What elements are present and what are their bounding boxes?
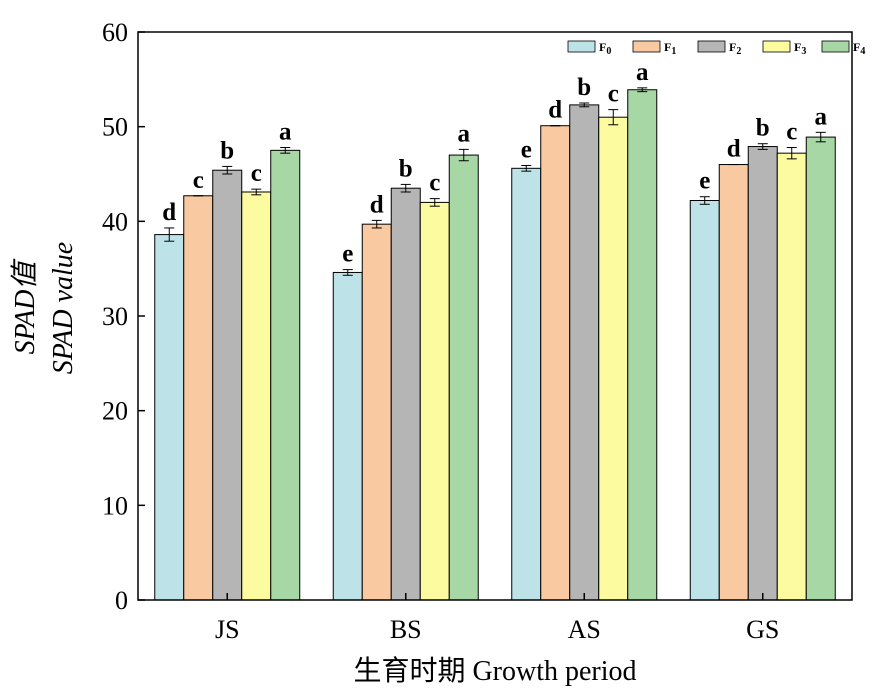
bar — [718, 164, 749, 601]
bars-group — [154, 89, 836, 601]
significance-label: d — [370, 191, 384, 218]
significance-label: c — [786, 118, 797, 145]
x-axis: JS BS AS GS — [215, 593, 779, 644]
significance-label: a — [279, 118, 292, 145]
y-tick-label: 30 — [102, 302, 128, 331]
x-axis-title: 生育时期 Growth period — [353, 655, 636, 687]
error-bars-group — [164, 87, 826, 276]
y-tick-label: 40 — [102, 207, 128, 236]
significance-label: a — [458, 120, 471, 147]
bar — [776, 152, 807, 601]
bar — [689, 200, 720, 601]
bar — [390, 187, 421, 601]
y-tick-label: 50 — [102, 113, 128, 142]
bar — [419, 201, 450, 601]
legend-label: F3 — [794, 40, 806, 57]
significance-label: b — [220, 137, 234, 164]
y-axis-title-line2: SPAD value — [48, 242, 79, 374]
x-tick-label: GS — [746, 615, 779, 644]
y-tick-label: 0 — [115, 586, 128, 615]
significance-label: c — [251, 160, 262, 187]
bar — [270, 149, 301, 601]
legend-swatch — [567, 40, 596, 53]
significance-label: e — [699, 168, 710, 195]
bar — [361, 223, 392, 601]
significance-label: b — [399, 155, 413, 182]
legend-label: F2 — [729, 40, 741, 57]
significance-label: d — [727, 136, 741, 163]
bar — [332, 271, 363, 601]
significance-label: b — [577, 74, 591, 101]
legend-swatch — [821, 40, 850, 53]
significance-label: b — [756, 115, 770, 142]
bar — [540, 125, 571, 601]
x-tick-label: BS — [390, 615, 422, 644]
x-tick-label: AS — [568, 615, 601, 644]
bar — [154, 234, 185, 601]
significance-label: a — [636, 59, 649, 86]
legend-swatch — [697, 40, 726, 53]
significance-label: e — [521, 136, 532, 163]
legend-label: F1 — [664, 40, 676, 57]
bar — [183, 195, 214, 601]
bar — [448, 154, 479, 601]
bar — [805, 136, 836, 601]
y-tick-label: 10 — [102, 491, 128, 520]
bar — [212, 169, 243, 601]
legend-swatch — [762, 40, 791, 53]
significance-label: e — [342, 241, 353, 268]
legend: F0 F1 F2 F3 F4 — [567, 40, 865, 57]
y-tick-label: 60 — [102, 18, 128, 47]
significance-label: d — [162, 199, 176, 226]
significance-label: c — [429, 170, 440, 197]
significance-label: c — [608, 81, 619, 108]
significance-label: d — [548, 97, 562, 124]
bar — [747, 146, 778, 601]
bar — [511, 167, 542, 601]
significance-label: c — [193, 167, 204, 194]
bar — [598, 116, 629, 601]
x-tick-label: JS — [215, 615, 240, 644]
significance-label: a — [815, 103, 828, 130]
legend-label: F4 — [853, 40, 865, 57]
bar — [241, 191, 272, 601]
y-axis: 0 10 20 30 40 50 60 — [102, 18, 145, 615]
bar — [569, 104, 600, 601]
y-axis-title-line1: SPAD值 — [10, 258, 41, 355]
y-tick-label: 20 — [102, 397, 128, 426]
legend-label: F0 — [599, 40, 611, 57]
legend-swatch — [632, 40, 661, 53]
bar — [627, 89, 658, 601]
